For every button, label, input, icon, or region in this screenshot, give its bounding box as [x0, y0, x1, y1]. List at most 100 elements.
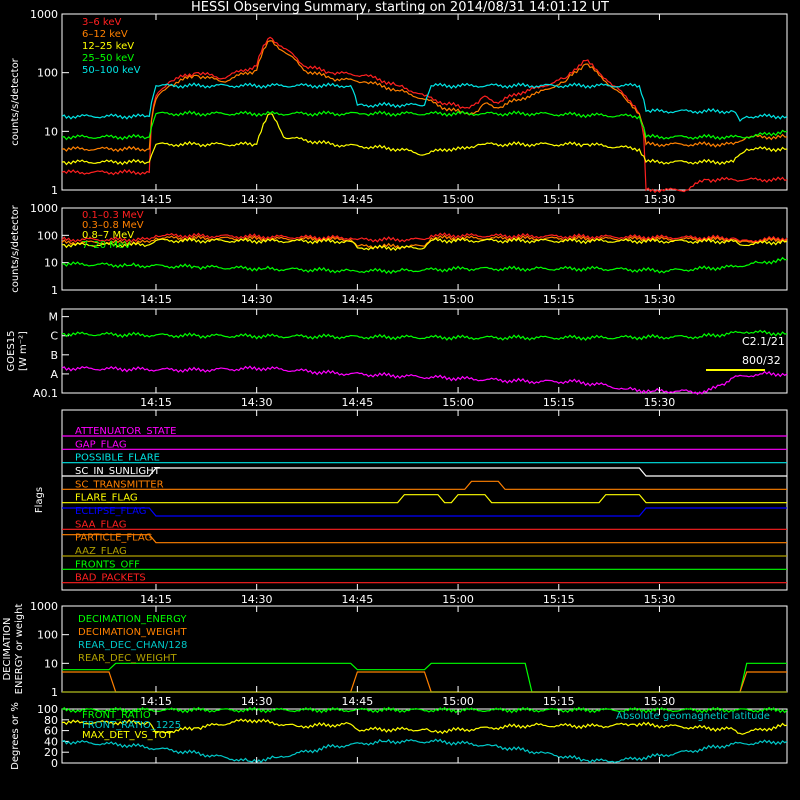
- panel3-ylabel2: [W m⁻²]: [18, 331, 29, 371]
- panel4-ylabel: Flags: [34, 487, 45, 513]
- panel5-ylabel2: ENERGY or weight: [14, 604, 25, 695]
- panel2-legend-entry: 0.8–7 MeV: [82, 230, 134, 241]
- panel4-flag-label: FLARE_FLAG: [75, 493, 138, 504]
- panel4-flag-sc-in-sunlight: [62, 467, 787, 477]
- panel4-flag-label: AAZ_FLAG: [75, 546, 127, 557]
- panel3-series-goes-long: [61, 329, 788, 341]
- panel4-flag-label: GAP_FLAG: [75, 439, 127, 450]
- panel4-flag-label: BAD_PACKETS: [75, 573, 146, 584]
- panel4-xtick-label: 14:45: [342, 593, 374, 606]
- panel4-flag-label: SAA_FLAG: [75, 519, 126, 530]
- panel2-frame: [61, 207, 788, 291]
- panel4-xtick-label: 15:15: [543, 593, 575, 606]
- panel3-ylabel: GOES15: [6, 330, 17, 371]
- panel2-xtick-label: 14:15: [140, 293, 172, 306]
- panel4-flag-flare-flag: [62, 494, 787, 504]
- panel6-ytick-label: 0: [51, 757, 58, 770]
- panel5-ytick-label: 10: [44, 657, 58, 670]
- panel5-ytick-label: 100: [37, 629, 58, 642]
- panel1-legend-entry: 12–25 keV: [82, 41, 134, 52]
- panel4-xtick-label: 14:15: [140, 593, 172, 606]
- panel1-series-3-6-kev: [61, 36, 788, 194]
- panel4-frame: [61, 409, 788, 591]
- panel3-ytick-label: C: [50, 330, 58, 343]
- panel2-xtick-label: 14:30: [241, 293, 273, 306]
- panel1-xtick-label: 14:15: [140, 193, 172, 206]
- panel6-ytick-label: 20: [44, 746, 58, 759]
- panel6-series-front-ratio-1225: [61, 738, 788, 764]
- panel3-xtick-label: 14:15: [140, 396, 172, 409]
- panel5-xtick-label: 15:00: [442, 695, 474, 708]
- panel1-series-12-25-kev: [61, 113, 788, 166]
- panel1-xtick-label: 15:15: [543, 193, 575, 206]
- panel1-frame: [61, 13, 788, 191]
- panel3-xtick-label: 14:30: [241, 396, 273, 409]
- panel5-ylabel: DECIMATION: [2, 617, 13, 680]
- panel6-ytick-label: 80: [44, 714, 58, 727]
- panel2-ytick-label: 1000: [30, 202, 58, 215]
- panel5-legend-entry: DECIMATION_WEIGHT: [78, 627, 187, 638]
- panel3-xtick-label: 15:00: [442, 396, 474, 409]
- panel3-xtick-label: 14:45: [342, 396, 374, 409]
- panel1-series-6-12-kev: [61, 40, 788, 153]
- panel1-ylabel: counts/s/detector: [10, 57, 21, 145]
- panel6-legend-entry: MAX_DET_VS_TOT: [82, 730, 174, 741]
- panel6-ylabel: Degrees or %: [10, 702, 21, 770]
- panel3-ytick-label: A0.1: [33, 387, 58, 400]
- panel4-flag-label: POSSIBLE_FLARE: [75, 453, 160, 464]
- panel2-xtick-label: 15:30: [644, 293, 676, 306]
- panel6-frame: [61, 708, 788, 764]
- panel5-xtick-label: 15:30: [644, 695, 676, 708]
- panel3-annotation: 800/32: [742, 354, 781, 367]
- panel1-legend-entry: 25–50 keV: [82, 53, 134, 64]
- panel6-legend-entry: FRONT_RATIO_1225: [82, 720, 181, 731]
- panel3-ytick-label: B: [50, 349, 58, 362]
- panel3-xtick-label: 15:15: [543, 396, 575, 409]
- panel2-legend-entry: 0.3–0.8 MeV: [82, 220, 144, 231]
- panel1-ytick-label: 1: [51, 184, 58, 197]
- panel4-flag-label: PARTICLE_FLAG: [75, 533, 152, 544]
- panel5-legend-entry: REAR_DEC_CHAN/128: [78, 640, 187, 651]
- panel4-xtick-label: 15:00: [442, 593, 474, 606]
- panel2-ylabel: counts/s/detector: [10, 204, 21, 292]
- panel2-ytick-label: 10: [44, 257, 58, 270]
- panel1-series-50-100-kev: [61, 82, 788, 123]
- panel1-xtick-label: 14:30: [241, 193, 273, 206]
- panel1-xtick-label: 15:30: [644, 193, 676, 206]
- panel2-ytick-label: 1: [51, 284, 58, 297]
- panel6-ytick-label: 40: [44, 735, 58, 748]
- panel1-ytick-label: 100: [37, 67, 58, 80]
- panel6-annotation: Absolute geomagnetic latitude: [616, 711, 770, 722]
- panel4-flag-particle-flag: [62, 534, 787, 544]
- panel2-series-0-8-7-mev: [61, 237, 788, 251]
- panel1-legend-entry: 3–6 keV: [82, 17, 121, 28]
- panel2-series-7-20-mev: [61, 256, 788, 275]
- panel6-ytick-label: 60: [44, 725, 58, 738]
- panel3-xtick-label: 15:30: [644, 396, 676, 409]
- panel5-legend-entry: DECIMATION_ENERGY: [78, 614, 187, 625]
- panel5-series-decimation-energy: [62, 662, 787, 693]
- panel5-ytick-label: 1: [51, 686, 58, 699]
- chart-title: HESSI Observing Summary, starting on 201…: [191, 0, 609, 15]
- panel5-ytick-label: 1000: [30, 600, 58, 613]
- panel1-ytick-label: 1000: [30, 8, 58, 21]
- panel4-flag-label: SC_IN_SUNLIGHT: [75, 466, 161, 477]
- panel2-xtick-label: 14:45: [342, 293, 374, 306]
- panel4-xtick-label: 14:30: [241, 593, 273, 606]
- panel4-flag-eclipse-flag: [62, 507, 787, 517]
- panel4-xtick-label: 15:30: [644, 593, 676, 606]
- panel3-series-goes-short: [61, 365, 788, 395]
- panel5-xtick-label: 14:45: [342, 695, 374, 708]
- panel4-flag-label: ECLIPSE_FLAG: [75, 506, 146, 517]
- panel2-series-0-3-0-8-mev: [61, 234, 788, 250]
- panel1-legend-entry: 50–100 keV: [82, 65, 141, 76]
- panel4-flag-label: SC_TRANSMITTER: [75, 479, 164, 490]
- panel2-xtick-label: 15:15: [543, 293, 575, 306]
- panel1-xtick-label: 14:45: [342, 193, 374, 206]
- panel2-xtick-label: 15:00: [442, 293, 474, 306]
- panel5-legend-entry: REAR_DEC_WEIGHT: [78, 653, 177, 664]
- panel2-legend-entry: 7–20 MeV: [82, 240, 131, 251]
- panel2-legend-entry: 0.1–0.3 MeV: [82, 210, 144, 221]
- panel6-legend-entry: FRONT_RATIO: [82, 710, 151, 721]
